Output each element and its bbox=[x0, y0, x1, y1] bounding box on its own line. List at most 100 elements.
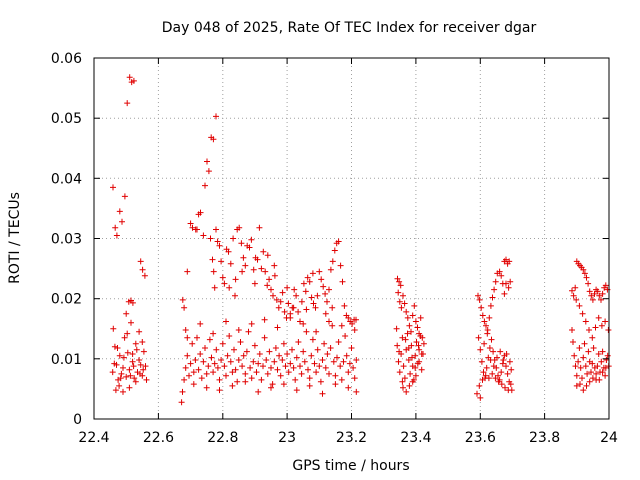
data-point bbox=[577, 364, 584, 371]
data-point bbox=[313, 328, 320, 335]
data-point bbox=[276, 352, 283, 359]
data-point bbox=[593, 370, 600, 377]
data-point bbox=[406, 382, 413, 389]
data-point bbox=[326, 318, 332, 325]
data-point bbox=[272, 345, 279, 351]
data-point bbox=[404, 330, 411, 337]
data-point bbox=[248, 375, 255, 382]
data-point bbox=[216, 376, 223, 383]
data-point bbox=[260, 248, 267, 255]
data-point bbox=[251, 280, 258, 287]
x-tick-label: 23.4 bbox=[400, 430, 431, 446]
data-point bbox=[507, 381, 514, 388]
data-point bbox=[345, 369, 352, 376]
data-point bbox=[589, 296, 596, 303]
data-point bbox=[250, 266, 257, 273]
data-point bbox=[570, 292, 577, 299]
data-point bbox=[489, 370, 496, 377]
data-point bbox=[393, 325, 400, 332]
data-point bbox=[284, 284, 291, 291]
data-point bbox=[337, 363, 344, 370]
data-point bbox=[292, 376, 299, 383]
data-point bbox=[500, 357, 507, 363]
data-point bbox=[205, 168, 212, 175]
data-point bbox=[585, 280, 592, 287]
data-point bbox=[503, 280, 509, 287]
data-point bbox=[407, 370, 414, 377]
data-point bbox=[492, 375, 499, 382]
data-point bbox=[311, 360, 318, 367]
data-point bbox=[237, 339, 244, 345]
data-point bbox=[585, 348, 592, 355]
data-point bbox=[285, 300, 292, 307]
data-point bbox=[214, 238, 221, 245]
data-point bbox=[216, 242, 223, 249]
data-point bbox=[184, 268, 191, 275]
data-point bbox=[583, 274, 590, 281]
data-point bbox=[335, 238, 342, 245]
data-point bbox=[224, 352, 231, 359]
data-point bbox=[326, 286, 332, 293]
data-point bbox=[327, 266, 334, 273]
y-axis-label: ROTI / TECUs bbox=[7, 192, 23, 284]
data-point bbox=[129, 358, 136, 365]
data-point bbox=[396, 278, 403, 285]
data-point bbox=[498, 272, 505, 279]
x-tick-label: 24 bbox=[600, 430, 618, 446]
data-point bbox=[130, 77, 137, 84]
data-point bbox=[211, 284, 218, 291]
data-point bbox=[221, 280, 228, 287]
data-point bbox=[411, 302, 418, 309]
data-point bbox=[321, 340, 328, 347]
data-point bbox=[204, 158, 210, 165]
data-point bbox=[417, 333, 424, 339]
data-point bbox=[342, 333, 349, 339]
data-point bbox=[274, 366, 281, 373]
data-point bbox=[416, 358, 423, 365]
data-point bbox=[490, 348, 497, 355]
data-point bbox=[489, 294, 496, 301]
data-point bbox=[594, 363, 601, 370]
data-point bbox=[488, 336, 495, 343]
data-point bbox=[232, 366, 239, 373]
data-point bbox=[303, 328, 310, 335]
data-point bbox=[353, 316, 359, 323]
data-point bbox=[309, 336, 316, 343]
data-point bbox=[197, 209, 204, 216]
y-tick-label: 0.03 bbox=[51, 232, 82, 248]
data-point bbox=[598, 296, 604, 303]
x-tick-label: 23.2 bbox=[336, 430, 367, 446]
data-point bbox=[120, 388, 126, 395]
data-point bbox=[498, 381, 505, 388]
data-point bbox=[240, 254, 247, 261]
data-point bbox=[499, 360, 506, 367]
data-point bbox=[590, 345, 597, 351]
data-point bbox=[187, 360, 194, 367]
data-point bbox=[223, 372, 229, 379]
data-point bbox=[293, 387, 300, 394]
data-point bbox=[268, 364, 274, 371]
data-point bbox=[112, 224, 119, 231]
data-point bbox=[232, 276, 239, 283]
data-point bbox=[394, 342, 401, 349]
data-point bbox=[588, 369, 594, 376]
data-point bbox=[243, 348, 250, 355]
x-tick-label: 22.6 bbox=[143, 430, 174, 446]
x-tick-label: 23.6 bbox=[465, 430, 496, 446]
data-point bbox=[179, 388, 186, 395]
data-point bbox=[404, 314, 411, 321]
data-point bbox=[308, 352, 315, 359]
data-point bbox=[295, 339, 302, 345]
data-point bbox=[487, 302, 494, 309]
data-point bbox=[324, 351, 331, 357]
data-point bbox=[486, 314, 493, 321]
data-point bbox=[300, 348, 307, 355]
y-tick-label: 0.04 bbox=[51, 171, 82, 187]
data-point bbox=[261, 316, 268, 323]
data-point bbox=[194, 226, 200, 233]
data-point bbox=[345, 384, 352, 391]
data-point bbox=[293, 292, 300, 299]
data-point bbox=[132, 378, 139, 385]
data-point bbox=[475, 292, 481, 299]
